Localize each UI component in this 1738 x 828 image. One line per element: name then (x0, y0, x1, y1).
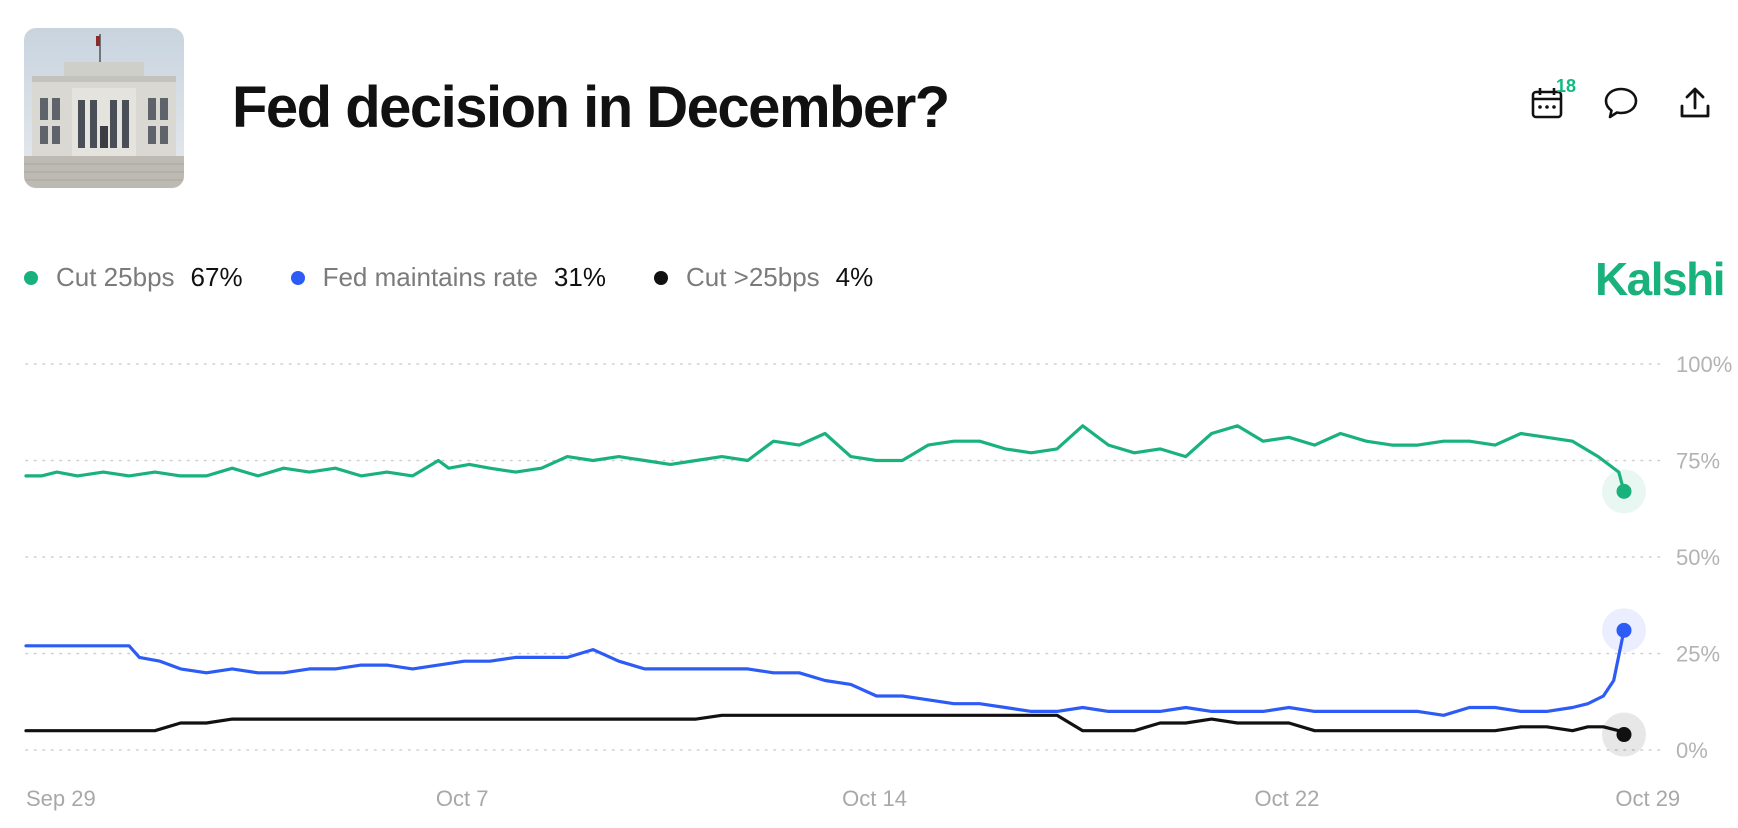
legend-dot (653, 270, 668, 285)
x-tick-label: Oct 29 (1615, 786, 1680, 811)
chart-legend: Cut 25bps 67% Fed maintains rate 31% Cut… (24, 262, 921, 293)
legend-item-cut-over-25bps[interactable]: Cut >25bps 4% (653, 262, 874, 293)
header-actions: 18 (1528, 76, 1714, 122)
calendar-button[interactable]: 18 (1528, 76, 1576, 122)
legend-item-cut-25bps[interactable]: Cut 25bps 67% (24, 262, 243, 293)
legend-value: 67% (190, 262, 243, 292)
legend-label: Cut 25bps (56, 262, 175, 292)
price-chart[interactable]: 0% 25% 50% 75% 100% Sep 29 Oct 7 Oct 14 Oct 22 Oc… (0, 340, 1738, 820)
y-tick-label: 100% (1676, 352, 1732, 377)
y-tick-label: 50% (1676, 545, 1720, 570)
page-title: Fed decision in December? (232, 75, 950, 140)
legend-dot (24, 270, 38, 285)
share-icon (1680, 87, 1710, 118)
legend-value: 4% (835, 262, 874, 292)
x-tick-label: Oct 22 (1255, 786, 1320, 811)
calendar-icon (1531, 88, 1563, 119)
legend-item-fed-maintains-rate[interactable]: Fed maintains rate 31% (290, 262, 606, 293)
brand-logo[interactable]: Kalshi (1594, 253, 1726, 305)
legend-value: 31% (553, 262, 606, 292)
series-line (24, 713, 1626, 737)
legend-label: Fed maintains rate (322, 262, 538, 292)
comment-icon (1604, 87, 1638, 119)
y-tick-label: 75% (1676, 449, 1720, 474)
legend-label: Cut >25bps (685, 262, 820, 292)
comment-button[interactable] (1602, 84, 1640, 122)
legend-dot (290, 270, 305, 285)
x-tick-label: Oct 14 (842, 786, 907, 811)
series-end-point (1616, 622, 1632, 638)
series-line (24, 628, 1626, 717)
x-tick-label: Oct 7 (436, 786, 489, 811)
series-end-point (1616, 483, 1632, 499)
share-button[interactable] (1676, 84, 1714, 122)
calendar-badge: 18 (1556, 76, 1577, 96)
y-tick-label: 25% (1676, 642, 1720, 667)
event-thumbnail (24, 28, 184, 188)
y-tick-label: 0% (1676, 738, 1708, 763)
federal-reserve-building-image (24, 28, 184, 188)
series-line (24, 424, 1626, 493)
x-tick-label: Sep 29 (26, 786, 96, 811)
series-end-point (1616, 727, 1632, 743)
